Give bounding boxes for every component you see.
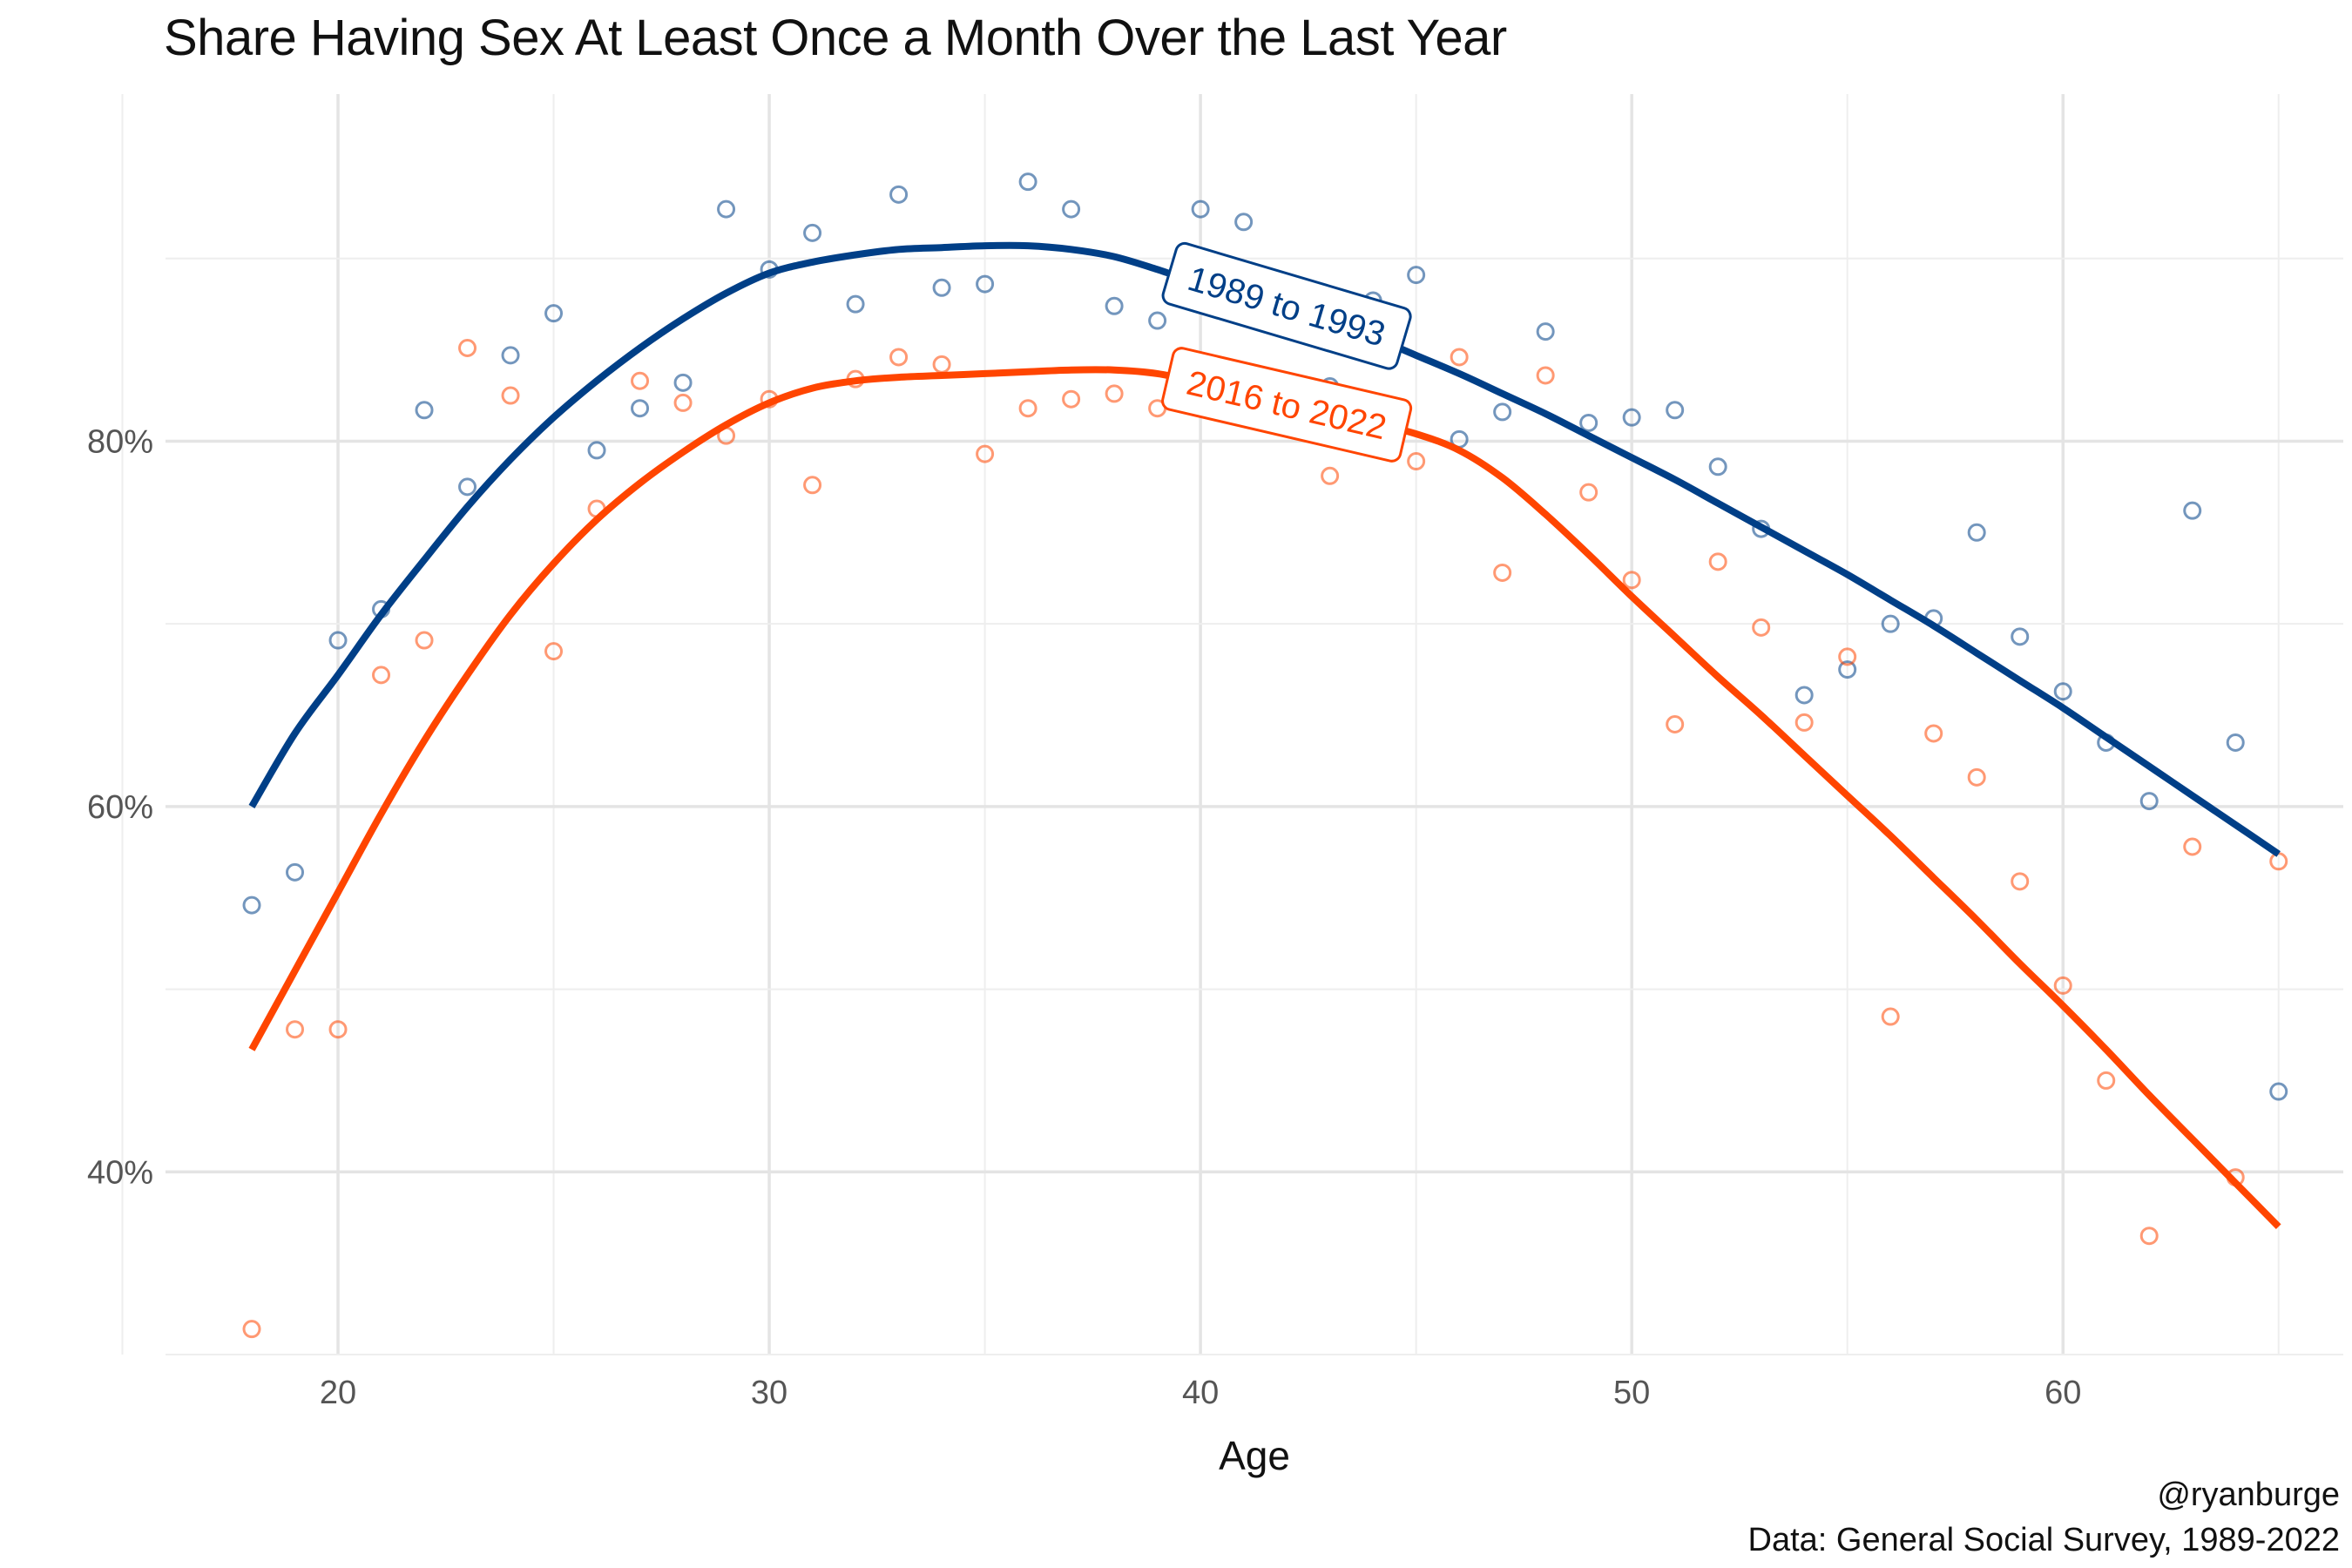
data-point (1493, 563, 1512, 582)
data-point (1708, 457, 1727, 476)
data-point (2097, 1071, 2116, 1090)
data-point (1622, 571, 1641, 590)
data-point (2183, 501, 2202, 520)
data-point (1407, 266, 1426, 285)
data-point (717, 199, 736, 219)
x-tick-label: 50 (1613, 1375, 1650, 1411)
data-point (328, 1020, 348, 1039)
data-point (1536, 366, 1555, 385)
data-point (1191, 199, 1210, 219)
data-point (2011, 627, 2030, 646)
data-point (415, 401, 434, 420)
data-point (1062, 389, 1081, 409)
data-point (976, 444, 995, 463)
data-point (673, 373, 693, 392)
data-point (1967, 523, 1986, 542)
caption-handle: @ryanburge (2157, 1477, 2340, 1513)
data-point (286, 862, 305, 882)
data-point (1881, 1007, 1900, 1026)
data-point (1838, 647, 1857, 666)
data-point (286, 1020, 305, 1039)
data-point (846, 294, 865, 314)
data-point (1794, 713, 1814, 732)
data-point (372, 666, 391, 685)
data-point (1321, 466, 1340, 485)
caption: @ryanburge Data: General Social Survey, … (1748, 1472, 2340, 1563)
chart-title: Share Having Sex At Least Once a Month O… (164, 10, 1507, 66)
data-point (2139, 1227, 2159, 1246)
x-tick-label: 60 (2044, 1375, 2081, 1411)
data-point (803, 476, 822, 495)
data-point (1148, 311, 1167, 330)
data-point (544, 304, 564, 323)
x-tick-label: 20 (320, 1375, 356, 1411)
series-label-box (1161, 241, 1412, 370)
x-tick-label: 40 (1182, 1375, 1219, 1411)
data-point (1450, 348, 1469, 367)
data-point (1794, 686, 1814, 705)
data-point (673, 393, 693, 412)
data-point (1407, 452, 1426, 471)
trend-line (248, 366, 2281, 1229)
data-point (1062, 199, 1081, 219)
data-point (1579, 483, 1598, 502)
data-point (242, 1320, 261, 1339)
x-tick-label: 30 (751, 1375, 787, 1411)
y-tick-label: 40% (87, 1154, 153, 1191)
data-point (889, 185, 909, 204)
data-point (1536, 322, 1555, 341)
data-point (932, 278, 951, 297)
data-point (1105, 296, 1124, 315)
y-tick-label: 60% (87, 789, 153, 826)
data-point (458, 477, 477, 497)
tick-labels: 20 30 40 50 60 40% 60% 80% (87, 423, 2081, 1411)
data-point (1579, 413, 1598, 432)
data-point (2053, 682, 2072, 701)
data-point (1881, 614, 1900, 633)
data-point (328, 631, 348, 650)
y-tick-label: 80% (87, 423, 153, 460)
data-point (2011, 872, 2030, 891)
data-point (803, 223, 822, 242)
series-label-box (1161, 347, 1413, 463)
data-point (932, 355, 951, 374)
caption-source: Data: General Social Survey, 1989-2022 (1747, 1522, 2340, 1558)
data-point (2139, 792, 2159, 811)
data-point (631, 371, 650, 390)
data-point (415, 631, 434, 650)
data-point (1105, 384, 1124, 403)
data-point (1018, 172, 1037, 192)
data-point (2269, 1082, 2288, 1101)
data-point (587, 441, 606, 460)
data-point (1234, 213, 1254, 232)
data-point (1838, 660, 1857, 679)
scatter-points (242, 172, 2288, 1339)
data-point (1666, 715, 1685, 733)
data-point (1622, 408, 1641, 427)
data-point (2183, 837, 2202, 856)
data-point (501, 386, 520, 405)
data-point (2053, 976, 2072, 995)
data-point (976, 274, 995, 294)
data-point (631, 399, 650, 418)
data-point (889, 348, 909, 367)
data-point (1018, 399, 1037, 418)
data-point (1752, 618, 1771, 637)
data-point (501, 346, 520, 365)
data-point (1924, 724, 1943, 743)
data-point (2226, 733, 2245, 752)
data-point (458, 338, 477, 357)
data-point (1666, 401, 1685, 420)
x-axis-title: Age (1219, 1433, 1290, 1478)
data-point (1493, 402, 1512, 422)
data-point (544, 642, 564, 661)
data-point (242, 896, 261, 915)
data-point (1708, 552, 1727, 571)
data-point (1967, 767, 1986, 787)
trend-line (248, 241, 2281, 857)
